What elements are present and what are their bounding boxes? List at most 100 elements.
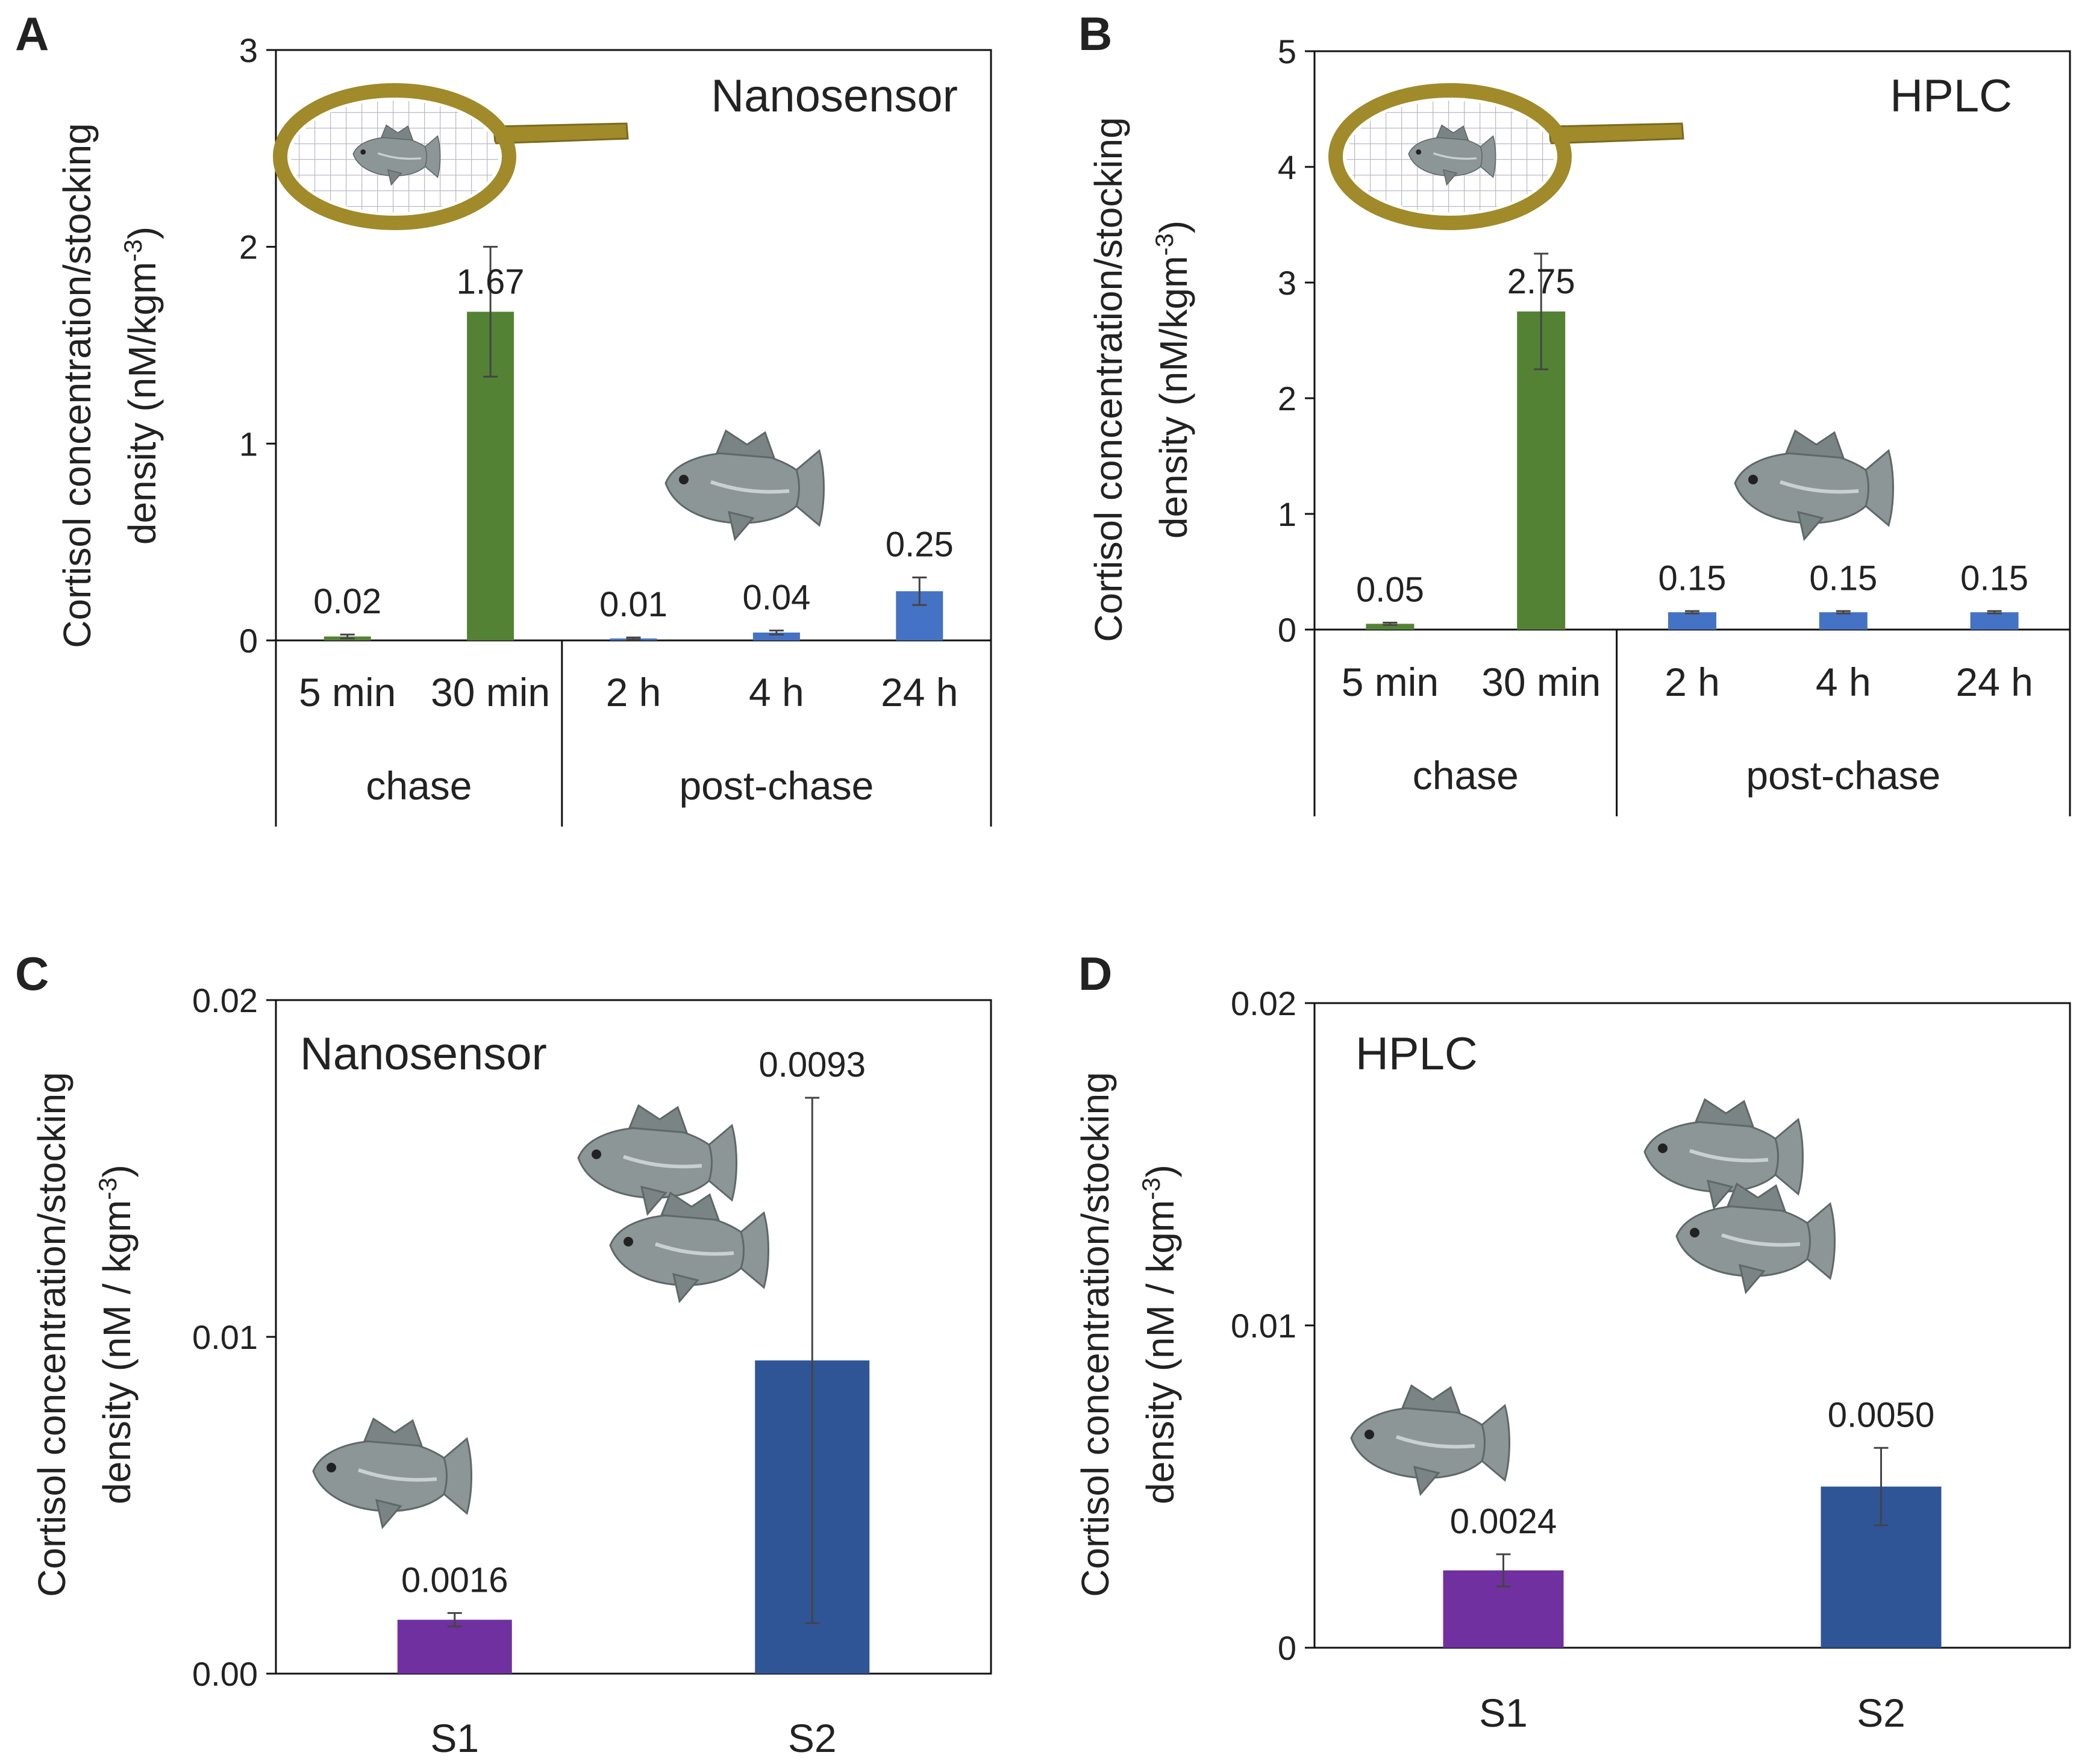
y-axis-label: density (nM / kgm-3) [93, 1165, 139, 1504]
x-category-label: 4 h [749, 670, 804, 715]
x-category-label: 24 h [881, 670, 958, 715]
y-tick-label: 5 [1278, 33, 1296, 70]
x-category-label: 5 min [1342, 660, 1439, 704]
bar [752, 632, 800, 640]
bar [1970, 612, 2019, 630]
data-label: 0.05 [1356, 570, 1424, 609]
y-axis-label-close: ) [1139, 1165, 1182, 1177]
x-category-label: S2 [1857, 1690, 1905, 1735]
y-tick-label: 0 [239, 622, 258, 660]
y-axis-label-superscript: -3 [1150, 233, 1178, 255]
y-tick-label: 0 [1278, 1629, 1296, 1667]
data-label: 0.0024 [1450, 1502, 1557, 1541]
data-label: 0.15 [1809, 558, 1877, 598]
fish-icon-shape [1677, 1184, 1835, 1292]
data-label: 0.0093 [759, 1045, 866, 1084]
y-tick-label: 1 [239, 425, 258, 463]
data-label: 0.04 [742, 578, 810, 618]
net-with-fish-icon [273, 83, 629, 230]
y-tick-label: 2 [1278, 380, 1296, 418]
method-title: Nanosensor [711, 70, 958, 122]
y-axis-label: Cortisol concentration/stocking [55, 123, 99, 648]
x-category-label: 4 h [1816, 660, 1871, 704]
y-axis-label-close: ) [95, 1165, 139, 1177]
x-category-label: 24 h [1955, 660, 2033, 704]
fish-icon-shape [313, 1419, 472, 1527]
y-axis-label-superscript: -3 [93, 1177, 122, 1199]
y-axis-label: density (nM/kgm-3) [1150, 220, 1196, 539]
y-tick-label: 3 [239, 31, 258, 69]
y-tick-label: 0 [1278, 611, 1296, 649]
y-tick-label: 0.00 [192, 1655, 258, 1693]
fish-icon [610, 1193, 769, 1301]
data-label: 0.15 [1658, 558, 1727, 598]
data-label: 0.0050 [1828, 1395, 1934, 1434]
panel-c: 0.00 0.01 0.02 0.0016 0.0093 S1 S2 C Nanosensor C… [15, 947, 992, 1760]
y-axis-label-close: ) [1152, 220, 1195, 233]
fish-icon [666, 431, 824, 539]
x-category-label: 30 min [431, 670, 550, 715]
panel-a: 0 1 2 3 0.02 1.67 0.01 0.04 0.25 5 min 30 min 2 h 4 … [15, 7, 992, 827]
y-axis-label-text: density (nM/kgm [1152, 256, 1195, 539]
net-handle [493, 122, 629, 145]
x-category-label: S1 [430, 1716, 479, 1760]
fish-icon-shape [1351, 1386, 1510, 1494]
method-title: Nanosensor [300, 1028, 547, 1080]
y-axis-label-close: ) [120, 227, 164, 239]
group-label: chase [366, 763, 472, 808]
y-axis-label: density (nM/kgm-3) [119, 227, 164, 545]
y-axis-label-superscript: -3 [1137, 1177, 1165, 1199]
y-tick-label: 0.01 [192, 1318, 258, 1356]
method-title: HPLC [1355, 1028, 1478, 1080]
plot-frame [275, 999, 992, 1675]
data-label: 2.75 [1507, 262, 1575, 301]
x-category-label: 2 h [1665, 660, 1720, 704]
y-tick-label: 0.02 [1231, 984, 1296, 1022]
bar [1819, 612, 1868, 630]
group-label: post-chase [1746, 753, 1940, 798]
y-axis-label-text: density (nM / kgm [95, 1200, 139, 1504]
x-category-label: 30 min [1481, 660, 1601, 704]
fish-icon [313, 1419, 472, 1527]
y-tick-label: 3 [1278, 264, 1296, 302]
x-category-label: 5 min [299, 670, 396, 715]
panel-d: 0 0.01 0.02 0.0024 0.0050 S1 S2 D HPLC Cortisol c… [1074, 947, 2071, 1735]
plot-frame [1313, 1002, 2071, 1649]
data-label: 0.02 [313, 582, 381, 621]
data-label: 0.25 [886, 525, 954, 564]
panel-b: 0 1 2 3 4 5 0.05 2.75 0.15 0.15 0.15 5 min 30 min 2 h… [1078, 7, 2071, 816]
data-label: 1.67 [457, 262, 525, 301]
y-tick-label: 1 [1278, 495, 1296, 533]
y-tick-label: 0.02 [192, 981, 258, 1019]
fish-icon [1351, 1386, 1510, 1494]
bar [1668, 612, 1716, 630]
fish-icon [1735, 431, 1893, 539]
panel-letter: B [1078, 7, 1112, 60]
fish-icon-shape [666, 431, 824, 539]
fish-icon-shape [1735, 431, 1893, 539]
y-axis-label: Cortisol concentration/stocking [1074, 1072, 1117, 1597]
y-axis-label-superscript: -3 [119, 239, 147, 261]
data-label: 0.0016 [401, 1560, 508, 1600]
y-axis-label: Cortisol concentration/stocking [30, 1072, 73, 1597]
net-handle [1548, 122, 1684, 145]
panel-letter: A [15, 7, 49, 60]
data-label: 0.15 [1960, 558, 2028, 598]
fish-icon [1677, 1184, 1835, 1292]
net-with-fish-icon [1328, 83, 1684, 230]
fish-icon [578, 1106, 737, 1214]
bar [397, 1619, 512, 1674]
fish-icon-shape [578, 1106, 737, 1214]
group-label: post-chase [679, 763, 874, 808]
net-rim [1328, 83, 1572, 230]
y-tick-label: 2 [239, 228, 258, 266]
net-rim [273, 83, 516, 230]
y-axis-label: density (nM / kgm-3) [1137, 1165, 1183, 1504]
y-tick-label: 4 [1278, 148, 1296, 186]
y-tick-label: 0.01 [1231, 1307, 1296, 1345]
x-category-label: S2 [788, 1716, 837, 1760]
y-axis-label: Cortisol concentration/stocking [1087, 117, 1130, 642]
x-category-label: S1 [1479, 1690, 1528, 1735]
panel-letter: D [1078, 947, 1112, 1000]
